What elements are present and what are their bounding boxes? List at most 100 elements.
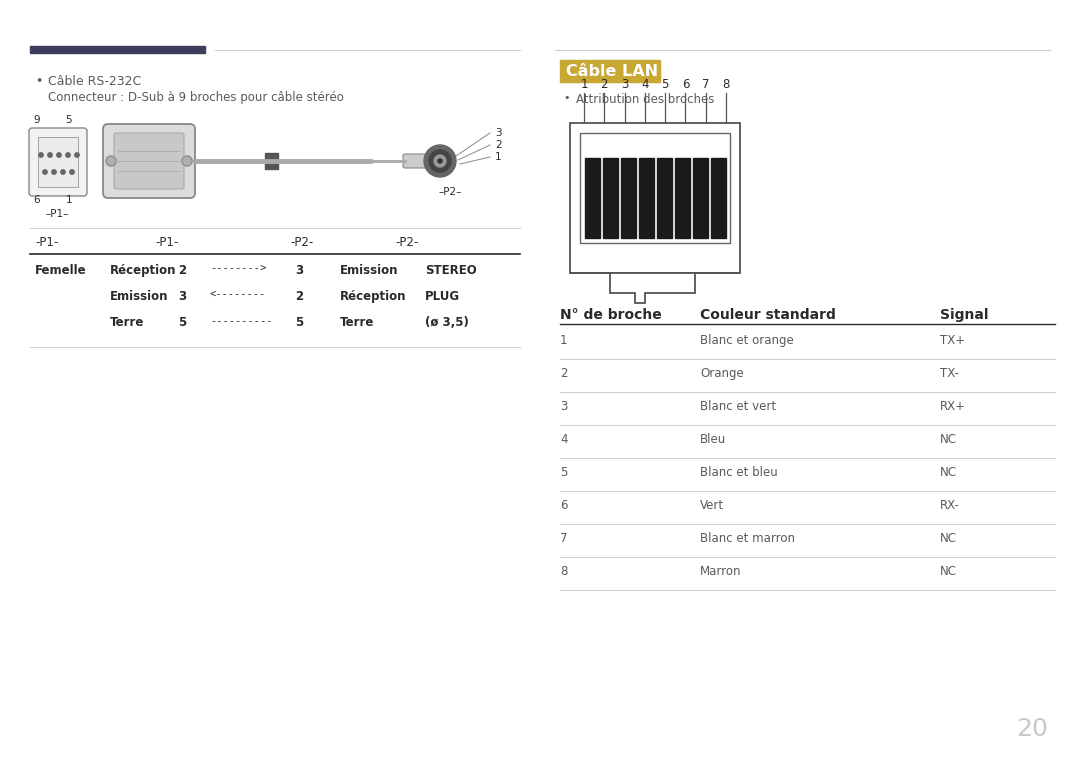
Text: TX+: TX+ <box>940 334 966 347</box>
FancyBboxPatch shape <box>114 133 184 189</box>
Bar <box>603 158 618 238</box>
Text: TX-: TX- <box>940 367 959 380</box>
Text: 2: 2 <box>295 290 303 303</box>
Text: Réception: Réception <box>340 290 406 303</box>
Bar <box>30 46 205 53</box>
Text: RX-: RX- <box>940 499 960 512</box>
Bar <box>265 153 278 169</box>
Text: 6: 6 <box>681 78 689 91</box>
Text: Câble LAN: Câble LAN <box>566 64 658 79</box>
Text: 7: 7 <box>561 532 567 545</box>
Circle shape <box>66 153 70 157</box>
Text: 1: 1 <box>561 334 567 347</box>
Text: NC: NC <box>940 433 957 446</box>
Text: 3: 3 <box>495 128 501 138</box>
Text: 5: 5 <box>561 466 567 479</box>
Bar <box>675 158 689 238</box>
FancyBboxPatch shape <box>103 124 195 198</box>
Circle shape <box>183 156 192 166</box>
Bar <box>584 158 599 238</box>
Text: 5: 5 <box>178 316 186 329</box>
Text: •: • <box>35 75 42 88</box>
Circle shape <box>43 170 48 174</box>
Bar <box>38 137 78 187</box>
Text: Blanc et marron: Blanc et marron <box>700 532 795 545</box>
Text: 7: 7 <box>702 78 710 91</box>
Text: Signal: Signal <box>940 308 988 322</box>
Text: Attribution des broches: Attribution des broches <box>576 93 714 106</box>
Text: 1: 1 <box>580 78 588 91</box>
Text: 2: 2 <box>178 264 186 277</box>
Text: 20: 20 <box>1016 717 1048 741</box>
Text: Marron: Marron <box>700 565 742 578</box>
Text: 4: 4 <box>642 78 649 91</box>
Text: Blanc et vert: Blanc et vert <box>700 400 777 413</box>
Text: 2: 2 <box>600 78 608 91</box>
Bar <box>711 158 726 238</box>
Text: Bleu: Bleu <box>700 433 726 446</box>
Text: 8: 8 <box>561 565 567 578</box>
Text: NC: NC <box>940 532 957 545</box>
Text: Réception: Réception <box>110 264 176 277</box>
Text: Orange: Orange <box>700 367 744 380</box>
Text: Vert: Vert <box>700 499 724 512</box>
Bar <box>657 158 672 238</box>
Text: 8: 8 <box>723 78 730 91</box>
Polygon shape <box>570 273 740 303</box>
Text: 2: 2 <box>495 140 501 150</box>
Bar <box>638 158 653 238</box>
Circle shape <box>424 145 456 177</box>
Text: Connecteur : D-Sub à 9 broches pour câble stéréo: Connecteur : D-Sub à 9 broches pour câbl… <box>48 91 343 104</box>
Circle shape <box>429 150 451 172</box>
Text: (ø 3,5): (ø 3,5) <box>426 316 469 329</box>
Circle shape <box>438 159 442 163</box>
Circle shape <box>57 153 62 157</box>
Text: Blanc et bleu: Blanc et bleu <box>700 466 778 479</box>
Text: 3: 3 <box>561 400 567 413</box>
Text: -P1-: -P1- <box>156 236 178 249</box>
Text: –P1–: –P1– <box>45 209 69 219</box>
Text: <--------: <-------- <box>210 290 267 300</box>
Bar <box>580 133 730 243</box>
Text: •: • <box>563 93 569 103</box>
Text: Blanc et orange: Blanc et orange <box>700 334 794 347</box>
Text: PLUG: PLUG <box>426 290 460 303</box>
Text: -P1-: -P1- <box>35 236 58 249</box>
Text: STEREO: STEREO <box>426 264 476 277</box>
Text: 6: 6 <box>561 499 567 512</box>
Text: 1: 1 <box>66 195 72 205</box>
Text: -P2-: -P2- <box>291 236 313 249</box>
Circle shape <box>106 156 116 166</box>
Text: ----------: ---------- <box>210 316 272 326</box>
Circle shape <box>75 153 79 157</box>
Text: NC: NC <box>940 466 957 479</box>
Bar <box>570 123 740 273</box>
Text: 9: 9 <box>33 115 40 125</box>
Text: 2: 2 <box>561 367 567 380</box>
Text: N° de broche: N° de broche <box>561 308 662 322</box>
Text: Femelle: Femelle <box>35 264 86 277</box>
Text: 3: 3 <box>621 78 629 91</box>
Text: Câble RS-232C: Câble RS-232C <box>48 75 141 88</box>
Circle shape <box>39 153 43 157</box>
FancyBboxPatch shape <box>403 154 437 168</box>
Text: NC: NC <box>940 565 957 578</box>
Text: -P2-: -P2- <box>395 236 418 249</box>
Text: 1: 1 <box>495 152 501 162</box>
FancyBboxPatch shape <box>29 128 87 196</box>
Text: Terre: Terre <box>340 316 375 329</box>
Text: 4: 4 <box>561 433 567 446</box>
Text: Emission: Emission <box>340 264 399 277</box>
Text: 5: 5 <box>295 316 303 329</box>
Text: -------->: --------> <box>210 264 267 274</box>
Circle shape <box>70 170 75 174</box>
Text: 6: 6 <box>33 195 40 205</box>
Circle shape <box>48 153 52 157</box>
Circle shape <box>52 170 56 174</box>
Text: 3: 3 <box>295 264 303 277</box>
Bar <box>621 158 635 238</box>
Text: 5: 5 <box>66 115 72 125</box>
Text: –P2–: –P2– <box>438 187 461 197</box>
Text: 3: 3 <box>178 290 186 303</box>
Circle shape <box>434 155 446 167</box>
